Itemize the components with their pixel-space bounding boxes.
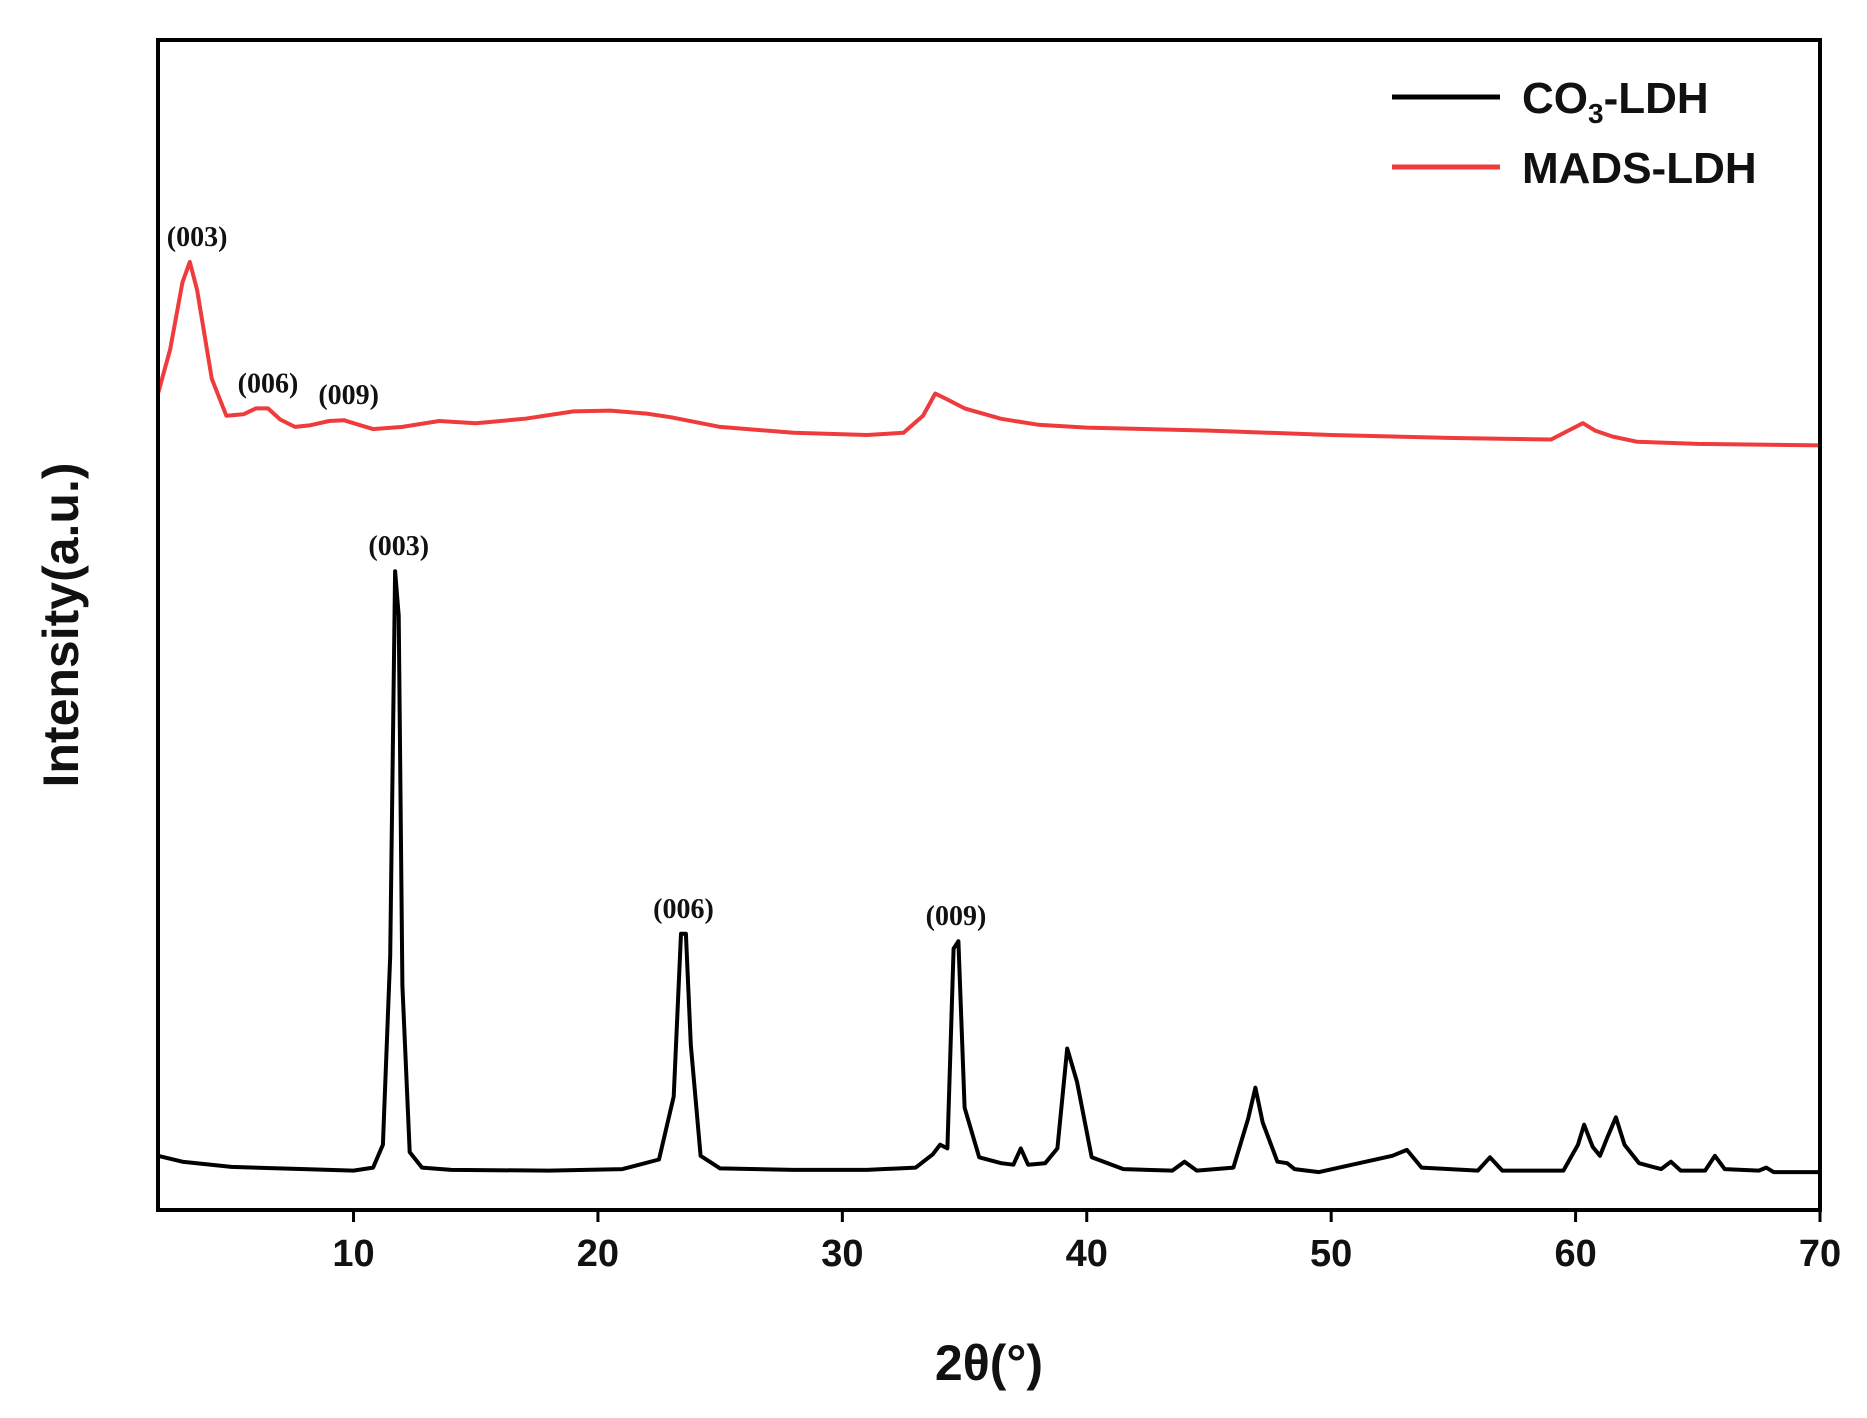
series-line-co3-ldh	[157, 569, 1820, 1175]
peak-label: (003)	[167, 222, 228, 253]
legend-label: CO3-LDH	[1522, 74, 1709, 129]
x-tick-label: 10	[332, 1233, 374, 1275]
peak-label: (009)	[318, 380, 379, 411]
x-tick-label: 30	[821, 1233, 863, 1275]
peak-label: (006)	[653, 894, 714, 925]
y-axis-title: Intensity(a.u.)	[33, 462, 89, 787]
axes: 10 20 30 40 50 60 70	[156, 38, 1841, 1275]
peak-label: (009)	[926, 901, 987, 932]
x-tick-label: 40	[1066, 1233, 1108, 1275]
x-axis-title: 2θ(°)	[935, 1335, 1043, 1391]
x-tick-label: 50	[1310, 1233, 1352, 1275]
plot-frame	[156, 38, 1822, 1212]
legend-label: MADS-LDH	[1522, 144, 1757, 193]
x-tick-label: 20	[577, 1233, 619, 1275]
peak-label: (003)	[368, 531, 429, 562]
peak-label: (006)	[238, 368, 299, 399]
peak-annotations: (003) (006) (009) (003) (006) (009)	[167, 222, 987, 932]
series-line-mads-ldh	[156, 259, 1821, 448]
legend: CO3-LDH MADS-LDH	[1392, 74, 1757, 193]
x-tick-label: 60	[1554, 1233, 1596, 1275]
plot-area	[156, 259, 1821, 1175]
x-tick-label: 70	[1799, 1233, 1841, 1275]
